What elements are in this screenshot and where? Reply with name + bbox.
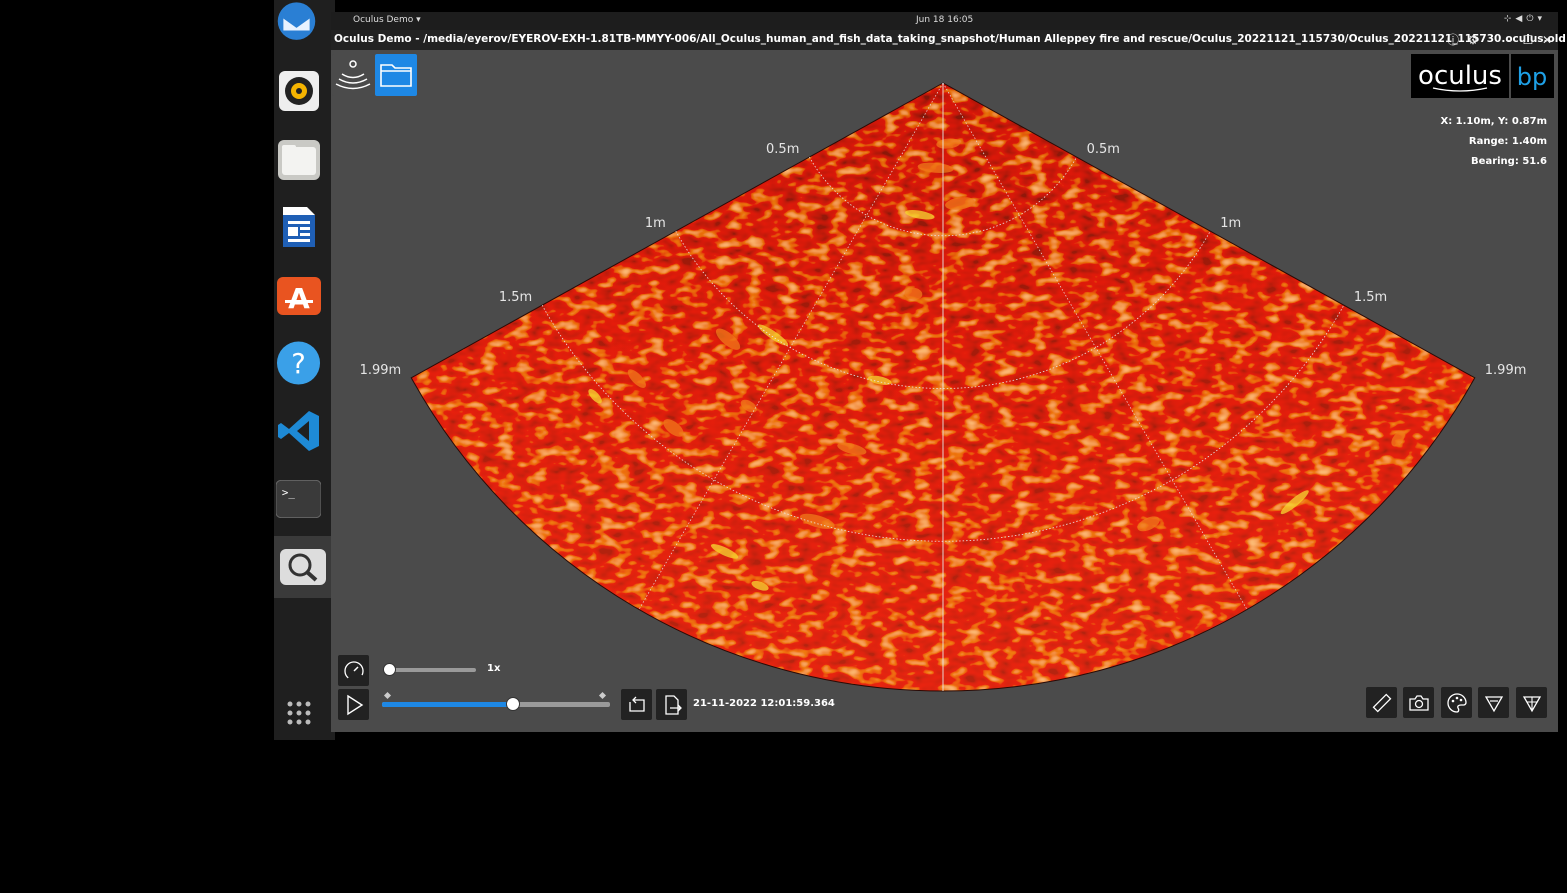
settings-gear-icon[interactable]: ⚙ xyxy=(1467,33,1479,47)
help-icon[interactable]: ? xyxy=(276,340,321,385)
sonar-connect-button[interactable] xyxy=(332,54,374,96)
chevron-down-icon: ▾ xyxy=(1537,14,1546,24)
fan-gain-icon xyxy=(1484,695,1503,712)
speed-slider-track[interactable] xyxy=(388,668,476,672)
power-icon: ⏻ xyxy=(1526,14,1538,24)
speed-button[interactable] xyxy=(338,655,369,686)
echo-highlight xyxy=(917,162,954,174)
echo-highlight xyxy=(715,328,741,350)
echo-highlight xyxy=(904,210,935,220)
speedometer-icon xyxy=(343,660,364,681)
svg-text:?: ? xyxy=(291,348,306,379)
echo-highlight xyxy=(936,138,961,149)
svg-text:bp: bp xyxy=(1517,63,1547,91)
system-top-bar: Oculus Demo ▾ Jun 18 16:05 ⊹◀⏻▾ xyxy=(331,12,1558,30)
echo-highlight xyxy=(588,389,602,404)
maximize-button[interactable]: ☐ xyxy=(1522,33,1534,47)
range-label: 0.5m xyxy=(766,142,799,157)
echo-highlight xyxy=(627,369,646,388)
measure-button[interactable] xyxy=(1366,687,1397,718)
export-icon xyxy=(664,694,682,715)
echo-highlight xyxy=(945,197,975,210)
window-titlebar[interactable]: Oculus Demo - /media/eyerov/EYEROV-EXH-1… xyxy=(331,30,1566,50)
echo-highlight xyxy=(757,324,789,346)
range-label: 1.99m xyxy=(360,363,402,378)
sonar-icon xyxy=(335,60,371,90)
range-button[interactable] xyxy=(1516,687,1547,718)
range-label: 1.5m xyxy=(499,290,532,305)
open-file-button[interactable] xyxy=(375,54,417,96)
app-menu[interactable]: Oculus Demo ▾ xyxy=(353,15,421,25)
files-icon[interactable] xyxy=(276,136,321,181)
echo-highlight xyxy=(751,580,769,591)
svg-text:>_: >_ xyxy=(282,486,295,499)
cursor-bearing-readout: Bearing: 51.6 xyxy=(1471,156,1547,167)
help-button[interactable]: ⓘ xyxy=(1446,33,1459,47)
thunderbird-icon[interactable] xyxy=(274,0,319,45)
loop-icon xyxy=(628,696,645,712)
snapshot-button[interactable] xyxy=(1403,687,1434,718)
echo-highlight xyxy=(1280,490,1309,515)
play-button[interactable] xyxy=(338,689,369,720)
echo-highlight xyxy=(868,375,892,385)
speed-label: 1x xyxy=(487,663,501,674)
image-viewer-icon[interactable] xyxy=(274,536,331,598)
system-tray[interactable]: ⊹◀⏻▾ xyxy=(1504,14,1546,24)
echo-highlight xyxy=(837,442,867,455)
echo-highlight xyxy=(1391,430,1405,447)
echo-highlight xyxy=(799,513,835,529)
palette-icon xyxy=(1446,692,1467,713)
echo-highlight xyxy=(1137,516,1160,532)
seek-slider-handle[interactable] xyxy=(505,697,520,711)
clock[interactable]: Jun 18 16:05 xyxy=(916,15,974,25)
fan-range-icon xyxy=(1522,695,1541,712)
terminal-icon[interactable]: >_ xyxy=(276,476,321,521)
volume-icon: ◀ xyxy=(1515,14,1527,24)
seek-slider-track[interactable] xyxy=(382,702,610,707)
svg-text:oculus: oculus xyxy=(1418,61,1502,91)
range-label: 1.5m xyxy=(1354,290,1387,305)
ruler-icon xyxy=(1372,693,1391,712)
play-icon xyxy=(346,694,363,715)
playback-timestamp: 21-11-2022 12:01:59.364 xyxy=(693,698,835,709)
vscode-icon[interactable] xyxy=(276,408,321,453)
software-center-icon[interactable]: A xyxy=(276,272,321,317)
palette-button[interactable] xyxy=(1441,687,1472,718)
show-apps-icon[interactable] xyxy=(276,690,321,735)
range-label: 1m xyxy=(1220,216,1241,231)
loop-button[interactable] xyxy=(621,689,652,720)
echo-highlight xyxy=(663,419,684,437)
echo-highlight xyxy=(710,544,739,559)
echo-highlight xyxy=(740,399,757,413)
speed-slider-handle[interactable] xyxy=(383,663,396,676)
dock: A ? >_ xyxy=(274,0,335,740)
camera-icon xyxy=(1408,694,1429,711)
folder-icon xyxy=(380,64,412,87)
sonar-fan-display[interactable]: 0.5m 0.5m 1m 1m 1.5m 1.5m 1.99m 1.99m xyxy=(331,30,1558,710)
minimize-button[interactable]: – xyxy=(1506,33,1512,47)
oculus-logo: oculus bp xyxy=(1411,54,1554,98)
window-title: Oculus Demo - /media/eyerov/EYEROV-EXH-1… xyxy=(334,33,1566,45)
range-ring xyxy=(809,156,1077,237)
rhythmbox-icon[interactable] xyxy=(276,68,321,113)
writer-icon[interactable] xyxy=(276,204,321,249)
range-label: 1.99m xyxy=(1485,363,1527,378)
gain-button[interactable] xyxy=(1478,687,1509,718)
range-label: 1m xyxy=(645,216,666,231)
cursor-xy-readout: X: 1.10m, Y: 0.87m xyxy=(1440,116,1547,127)
seek-slider-fill xyxy=(382,702,512,707)
cursor-range-readout: Range: 1.40m xyxy=(1468,136,1547,147)
range-ring xyxy=(675,230,1211,389)
svg-text:A: A xyxy=(288,282,310,315)
range-label: 0.5m xyxy=(1087,142,1120,157)
export-button[interactable] xyxy=(656,689,687,720)
oculus-window: Oculus Demo - /media/eyerov/EYEROV-EXH-1… xyxy=(331,30,1566,732)
close-button[interactable]: ✕ xyxy=(1541,33,1553,47)
network-icon: ⊹ xyxy=(1503,14,1516,24)
echo-highlight xyxy=(904,287,923,300)
